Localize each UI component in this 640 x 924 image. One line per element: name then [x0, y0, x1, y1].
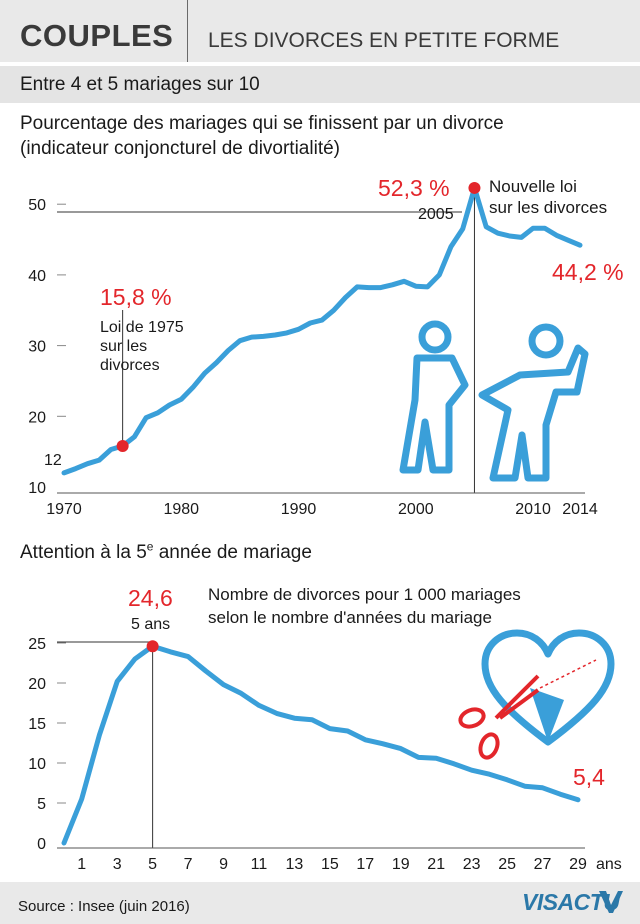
chart2-x-tick-label: 17 [356, 856, 374, 873]
chart2-title-suffix: année de mariage [153, 542, 312, 563]
new-law-label: sur les divorces [489, 198, 607, 217]
chart2-y-tick-label: 10 [28, 756, 46, 773]
chart1-y-tick-label: 30 [28, 339, 46, 356]
end-2014-value: 44,2 % [552, 259, 624, 285]
broken-heart-scissors-icon [458, 629, 615, 760]
header-subtitle: LES DIVORCES EN PETITE FORME [208, 29, 560, 52]
chart2-series [61, 640, 581, 846]
chart2-x-tick-label: 25 [498, 856, 516, 873]
banner-band [0, 66, 640, 103]
chart1-title: Pourcentage des mariages qui se finissen… [20, 113, 504, 134]
chart2-x-tick-label: 9 [219, 856, 228, 873]
chart1-line [61, 185, 583, 476]
header-divider [187, 0, 188, 62]
chart1-y-tick-label: 20 [28, 409, 46, 426]
law-1975-label: divorces [100, 357, 160, 374]
peak5-marker [146, 640, 159, 653]
chart1-x-tick-label: 2014 [562, 501, 598, 518]
chart1-x-tick-label: 2000 [398, 501, 434, 518]
chart1-axes: 10 20 30 40 50 1970 1980 1990 2000 2010 2014 [28, 197, 598, 518]
end29-value: 5,4 [573, 764, 605, 790]
source-credit: Source : Insee (juin 2016) [18, 898, 190, 915]
chart2-x-unit: ans [596, 856, 622, 873]
banner-text: Entre 4 et 5 mariages sur 10 [20, 74, 260, 95]
chart1-divortiality: 10 20 30 40 50 1970 1980 1990 2000 2010 2014 15,8 … [28, 175, 624, 518]
peak-2005-year: 2005 [418, 206, 454, 223]
header-bar [0, 0, 640, 62]
law-1975-label: sur les [100, 338, 147, 355]
header-title: COUPLES [20, 18, 174, 53]
chart2-y-tick-label: 25 [28, 636, 46, 653]
law-1975-value: 15,8 % [100, 284, 172, 310]
chart2-y-tick-label: 0 [37, 836, 46, 853]
chart2-x-tick-label: 29 [569, 856, 587, 873]
chart2-y-tick-label: 5 [37, 796, 46, 813]
chart2-title: Attention à la 5e année de mariage [20, 539, 312, 564]
chart2-annotations: 24,6 5 ans 5,4 [128, 585, 605, 790]
chart1-subtitle: (indicateur conjoncturel de divortialité… [20, 138, 340, 159]
chart2-title-prefix: Attention à la 5 [20, 542, 147, 563]
peak5-label: 5 ans [131, 616, 170, 633]
start-1970-value: 12 [44, 452, 62, 469]
chart1-x-tick-label: 2010 [515, 501, 551, 518]
footer-bar [0, 882, 640, 924]
chart2-description-line1: Nombre de divorces pour 1 000 mariages [208, 585, 521, 604]
chart1-x-tick-label: 1990 [281, 501, 317, 518]
chart1-y-tick-label: 40 [28, 268, 46, 285]
law-1975-marker [116, 439, 129, 452]
chart1-reference-lines [57, 187, 475, 493]
chart2-reference-lines [57, 641, 154, 848]
chart2-x-tick-label: 15 [321, 856, 339, 873]
chart1-series [61, 181, 583, 476]
chart2-x-tick-label: 19 [392, 856, 410, 873]
chart2-description-line2: selon le nombre d'années du mariage [208, 608, 492, 627]
chart2-y-tick-label: 20 [28, 676, 46, 693]
chart2-x-tick-label: 27 [534, 856, 552, 873]
visactu-logo-icon [599, 891, 623, 913]
chart2-y-tick-label: 15 [28, 716, 46, 733]
chart1-y-tick-label: 50 [28, 197, 46, 214]
chart2-title-sup: e [146, 539, 154, 554]
law-1975-label: Loi de 1975 [100, 319, 184, 336]
chart2-x-tick-label: 13 [286, 856, 304, 873]
chart2-x-tick-label: 23 [463, 856, 481, 873]
new-law-label: Nouvelle loi [489, 177, 577, 196]
peak-2005-marker [468, 181, 481, 194]
chart2-x-tick-label: 21 [427, 856, 445, 873]
chart1-annotations: 15,8 % Loi de 1975 sur les divorces 52,3 % 20… [44, 175, 624, 469]
chart2-x-tick-label: 3 [113, 856, 122, 873]
peak5-value: 24,6 [128, 585, 173, 611]
chart2-x-tick-label: 11 [251, 856, 268, 873]
chart1-x-tick-label: 1970 [46, 501, 82, 518]
chart1-x-tick-label: 1980 [163, 501, 199, 518]
chart2-x-tick-label: 1 [77, 856, 86, 873]
peak-2005-value: 52,3 % [378, 175, 450, 201]
chart1-y-tick-label: 10 [28, 480, 46, 497]
couple-silhouette-icon [399, 320, 589, 482]
chart2-x-tick-label: 7 [184, 856, 193, 873]
chart2-x-tick-label: 5 [148, 856, 157, 873]
